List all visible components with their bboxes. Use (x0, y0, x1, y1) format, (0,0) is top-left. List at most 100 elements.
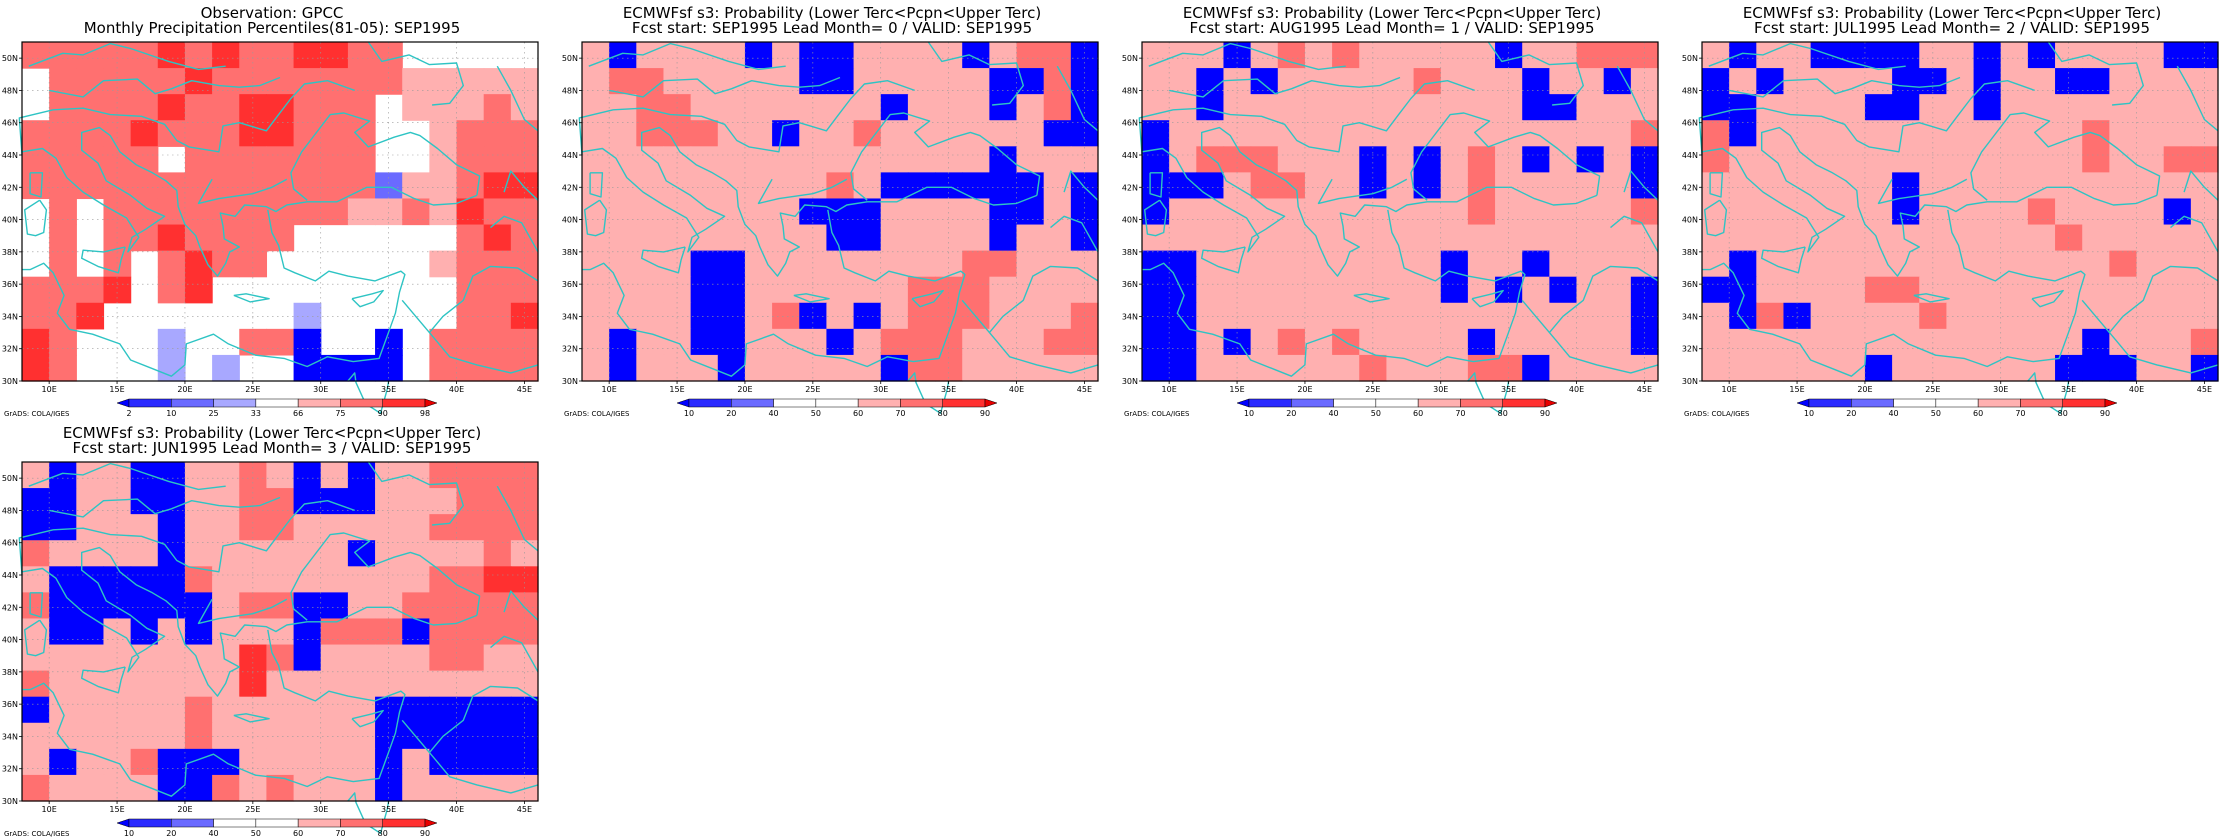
heatmap-cell (772, 276, 800, 304)
heatmap-cell (1783, 42, 1812, 69)
heatmap-cell (76, 540, 105, 567)
coastline (1548, 265, 1659, 334)
coastline (367, 41, 464, 106)
heatmap-cell (293, 172, 322, 200)
heatmap-cell (212, 42, 240, 69)
colorbar-swatch (1248, 398, 1292, 408)
heatmap-cell (1169, 354, 1197, 382)
heatmap-cell (853, 42, 882, 69)
y-tick-label: 36N (2, 700, 18, 709)
y-tick-labels: 30N 32N 34N 36N 38N 40N 42N 44N 46N 48N 50N (562, 54, 582, 386)
heatmap-cell (320, 566, 349, 593)
heatmap-cell (1142, 302, 1170, 330)
x-tick-labels: 10E 15E 20E 25E 30E 35E 40E 45E (602, 381, 1092, 394)
x-tick-label: 10E (1722, 385, 1737, 394)
heatmap-cell (690, 172, 719, 200)
y-tick-label: 32N (1682, 345, 1698, 354)
heatmap-cell (212, 488, 240, 515)
colorbar-label: 66 (293, 409, 303, 418)
y-tick-label: 40N (2, 636, 18, 645)
heatmap-cell (483, 462, 512, 489)
heatmap-cell (212, 94, 240, 121)
y-tick-label: 40N (2, 216, 18, 225)
heatmap-cell (609, 224, 637, 252)
heatmap-cell (49, 618, 77, 646)
colorbar-swatch (128, 818, 172, 828)
heatmap-cell (1277, 328, 1306, 356)
heatmap-cell (1304, 94, 1333, 121)
x-tick-label: 35E (381, 385, 396, 394)
heatmap-cell (2055, 42, 2083, 69)
coastline (22, 209, 406, 377)
heatmap-cell (76, 774, 105, 802)
heatmap-cell (157, 198, 186, 226)
x-tick-label: 35E (2061, 385, 2076, 394)
heatmap-cell (582, 250, 610, 278)
heatmap-cell (266, 566, 295, 593)
colorbar-high-arrow (984, 398, 998, 408)
coastline (428, 685, 539, 754)
heatmap-cell (2082, 94, 2110, 121)
heatmap-cell (1576, 68, 1605, 95)
heatmap-cell (1169, 224, 1197, 252)
heatmap-cell (717, 94, 746, 121)
heatmap-cell (22, 748, 50, 776)
heatmap-cell (2082, 68, 2110, 95)
coastline (911, 289, 944, 308)
heatmap-cell (1043, 224, 1072, 252)
y-tick-label: 32N (562, 345, 578, 354)
colorbar-swatch (1808, 398, 1852, 408)
heatmap-cell (212, 68, 240, 95)
heatmap-cell (510, 302, 539, 330)
heatmap-cell (2000, 224, 2029, 252)
x-tick-label: 45E (1637, 385, 1652, 394)
heatmap-cell (1522, 328, 1550, 356)
heatmap-cell (49, 198, 77, 226)
heatmap-cell (989, 250, 1018, 278)
panel-title-line-1: ECMWFsf s3: Probability (Lower Terc<Pcpn… (1183, 4, 1601, 22)
heatmap-cell (1522, 94, 1550, 121)
coastline (927, 41, 1024, 106)
heatmap-cell (212, 540, 240, 567)
colorbar-label: 25 (208, 409, 218, 418)
heatmap-cell (429, 566, 458, 593)
heatmap-cell (1467, 120, 1496, 147)
panel-title-line-1: ECMWFsf s3: Probability (Lower Terc<Pcpn… (623, 4, 1041, 22)
coastline (1353, 293, 1390, 303)
heatmap-cell (157, 566, 186, 593)
heatmap-cell (717, 224, 746, 252)
heatmap-cell (429, 540, 458, 567)
heatmap-cell (266, 172, 295, 200)
colorbar-label: 20 (726, 409, 736, 418)
heatmap-cell (2190, 146, 2219, 173)
heatmap-cell (1277, 302, 1306, 330)
heatmap-cell (1277, 224, 1306, 252)
colorbar-label: 80 (938, 409, 948, 418)
heatmap-cell (1837, 94, 1866, 121)
coastline (961, 299, 1099, 374)
heatmap-cell (1304, 250, 1333, 278)
grads-credit: GrADS: COLA/IGES (564, 410, 630, 418)
heatmap-cell (402, 514, 430, 541)
heatmap-cell (1603, 302, 1632, 330)
heatmap-cell (1440, 354, 1469, 382)
y-tick-label: 34N (1682, 312, 1698, 321)
heatmap-cell (510, 566, 539, 593)
heatmap-cell (2109, 120, 2138, 147)
heatmap-cell (1467, 302, 1496, 330)
x-tick-label: 20E (1857, 385, 1872, 394)
heatmap-cell (293, 42, 322, 69)
heatmap-cell (853, 302, 882, 330)
heatmap-cell (1043, 250, 1072, 278)
coastline (401, 299, 539, 374)
heatmap-cell (1603, 250, 1632, 278)
heatmap-cell (853, 120, 882, 147)
heatmap-cell (663, 276, 692, 304)
coastline (29, 172, 44, 198)
heatmap-cell (1043, 276, 1072, 304)
grads-credit: GrADS: COLA/IGES (1684, 410, 1750, 418)
heatmap-cell (1783, 146, 1812, 173)
heatmap-cell (347, 644, 376, 672)
y-tick-label: 46N (562, 119, 578, 128)
heatmap-cell (483, 644, 512, 672)
